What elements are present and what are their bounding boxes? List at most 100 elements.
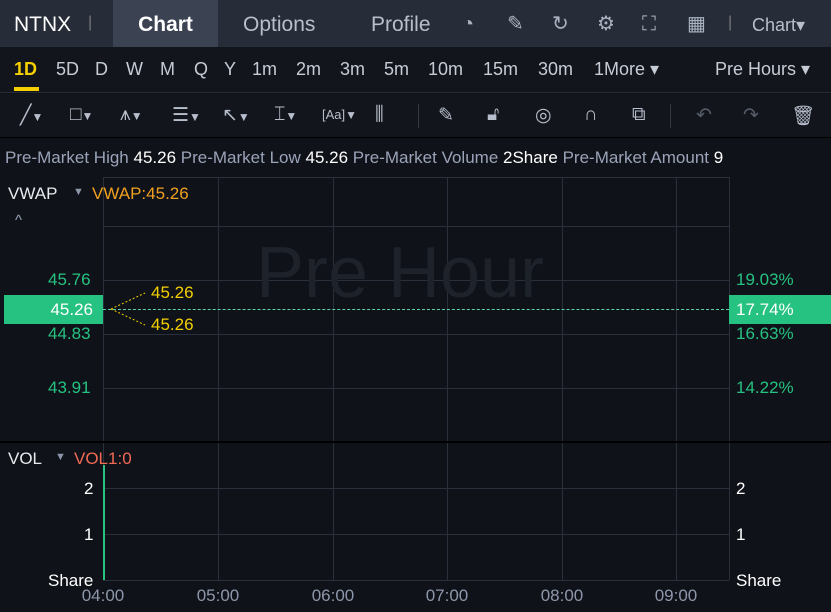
v-gridline <box>103 177 104 580</box>
measure-tool-icon[interactable]: ⌶▼ <box>274 104 298 125</box>
period-5d[interactable]: 5D <box>56 59 80 79</box>
undo-icon[interactable]: ↶ <box>696 105 712 126</box>
pct-tick: 16.63% <box>736 324 794 343</box>
caret-down-icon[interactable]: ▼ <box>73 186 84 198</box>
v-gridline <box>562 177 563 580</box>
redo-icon[interactable]: ↷ <box>743 105 759 126</box>
tab-options[interactable]: Options <box>243 13 316 36</box>
divider: | <box>88 14 93 31</box>
price-tick: 45.76 <box>48 270 91 289</box>
period-30m[interactable]: 30m <box>538 59 574 79</box>
drawing-toolbar: ╱▼ □▼ ⩚▼ ☰▼ ↖▼ ⌶▼ [Aa]▼ ⫼ ✎ 🔓︎ ◎ ∩ ⧉ ↶ ↷… <box>0 94 831 138</box>
session-dropdown[interactable]: Pre Hours ▾ <box>715 59 811 79</box>
current-price-line <box>103 309 729 310</box>
refresh-icon[interactable]: ↻ <box>552 13 569 35</box>
current-price-badge: 45.26 <box>4 295 103 324</box>
period-5m[interactable]: 5m <box>384 59 410 79</box>
period-15m[interactable]: 15m <box>483 59 519 79</box>
vol-tick: 2 <box>84 479 94 498</box>
price-tick: 44.83 <box>48 324 91 343</box>
v-gridline <box>447 177 448 580</box>
period-m[interactable]: M <box>160 59 175 79</box>
x-tick: 08:00 <box>540 586 584 605</box>
eye-icon[interactable]: ◎ <box>535 105 552 126</box>
x-tick: 09:00 <box>654 586 698 605</box>
period-1more[interactable]: 1More ▾ <box>594 59 660 79</box>
symbol: NTNX <box>14 13 72 36</box>
volume-label: Pre-Market Volume <box>352 148 499 167</box>
vol-gridline <box>103 534 729 535</box>
vol-value: VOL1:0 <box>74 449 132 468</box>
grid-icon[interactable]: ▦ <box>687 13 706 35</box>
edit-icon[interactable]: ✎ <box>507 13 524 35</box>
watermark: Pre Hour <box>256 233 545 313</box>
period-2m[interactable]: 2m <box>296 59 322 79</box>
vol-unit-right: Share <box>736 571 782 590</box>
high-value: 45.26 <box>133 148 177 167</box>
period-1d[interactable]: 1D <box>14 59 38 79</box>
period-10m[interactable]: 10m <box>428 59 464 79</box>
period-d[interactable]: D <box>95 59 108 79</box>
period-w[interactable]: W <box>126 59 143 79</box>
magnet-icon[interactable]: ∩ <box>584 104 598 125</box>
vol-gridline <box>103 580 729 581</box>
layers-icon[interactable]: ⧉ <box>632 104 646 125</box>
period-1m[interactable]: 1m <box>252 59 278 79</box>
pattern-tool-icon[interactable]: ⩚▼ <box>120 104 143 125</box>
vol-tick: 1 <box>84 525 94 544</box>
divider <box>670 104 671 128</box>
text-tool-icon[interactable]: [Aa]▼ <box>322 107 358 122</box>
tab-chart[interactable]: Chart <box>113 0 218 47</box>
line-tool-icon[interactable]: ╱▼ <box>20 105 44 126</box>
collapse-chevron-icon[interactable]: ^ <box>15 212 23 229</box>
high-marker-line <box>110 292 146 310</box>
active-period-underline <box>14 87 39 91</box>
period-q[interactable]: Q <box>194 59 209 79</box>
x-tick: 06:00 <box>311 586 355 605</box>
h-gridline <box>103 177 729 178</box>
current-pct-badge: 17.74% <box>729 295 831 324</box>
low-value: 45.26 <box>305 148 349 167</box>
rectangle-tool-icon[interactable]: □▼ <box>70 104 94 125</box>
v-gridline <box>333 177 334 580</box>
vol-tick-right: 1 <box>736 525 746 544</box>
panel-divider[interactable] <box>0 441 831 443</box>
pct-tick: 14.22% <box>736 378 794 397</box>
pen-icon[interactable]: ✎ <box>438 105 454 126</box>
h-gridline <box>103 388 729 389</box>
v-gridline <box>729 177 730 580</box>
indicator-tool-icon[interactable]: ⫼ <box>375 104 384 125</box>
period-3m[interactable]: 3m <box>340 59 366 79</box>
low-marker-line <box>110 308 146 326</box>
premarket-summary: Pre-Market High 45.26 Pre-Market Low 45.… <box>5 148 723 168</box>
high-label: Pre-Market High <box>5 148 129 167</box>
divider: | <box>728 14 733 31</box>
gear-icon[interactable]: ⚙ <box>597 13 615 35</box>
vwap-indicator-name[interactable]: VWAP <box>8 184 58 203</box>
low-marker: 45.26 <box>151 315 194 334</box>
chart-type-menu[interactable]: Chart▾ <box>752 15 806 35</box>
trash-icon[interactable]: 🗑︎ <box>791 106 816 127</box>
x-tick: 07:00 <box>425 586 469 605</box>
caret-down-icon[interactable]: ▼ <box>55 451 66 463</box>
volume-bar <box>103 465 105 580</box>
fibonacci-tool-icon[interactable]: ☰▼ <box>172 105 201 126</box>
tab-profile[interactable]: Profile <box>371 13 431 36</box>
unlock-icon[interactable]: 🔓︎ <box>487 104 500 125</box>
vwap-value: VWAP:45.26 <box>92 184 189 203</box>
pct-tick: 19.03% <box>736 270 794 289</box>
vol-tick-right: 2 <box>736 479 746 498</box>
gauge-icon[interactable]: ◔ <box>462 13 475 35</box>
vol-indicator-name[interactable]: VOL <box>8 449 43 468</box>
h-gridline <box>103 334 729 335</box>
vol-unit: Share <box>48 571 94 590</box>
period-y[interactable]: Y <box>224 59 237 79</box>
high-marker: 45.26 <box>151 283 194 302</box>
amount-label: Pre-Market Amount <box>562 148 710 167</box>
arrow-tool-icon[interactable]: ↖▼ <box>222 105 250 126</box>
high-low-markers <box>110 292 146 326</box>
period-bar: 1D 5D D W M Q Y 1m 2m 3m 5m 10m 15m 30m 1More ▾ Pre Hou… <box>0 47 831 93</box>
v-gridline <box>676 177 677 580</box>
volume-value: 2Share <box>503 148 558 167</box>
fullscreen-icon[interactable]: ⛶ <box>642 13 656 35</box>
